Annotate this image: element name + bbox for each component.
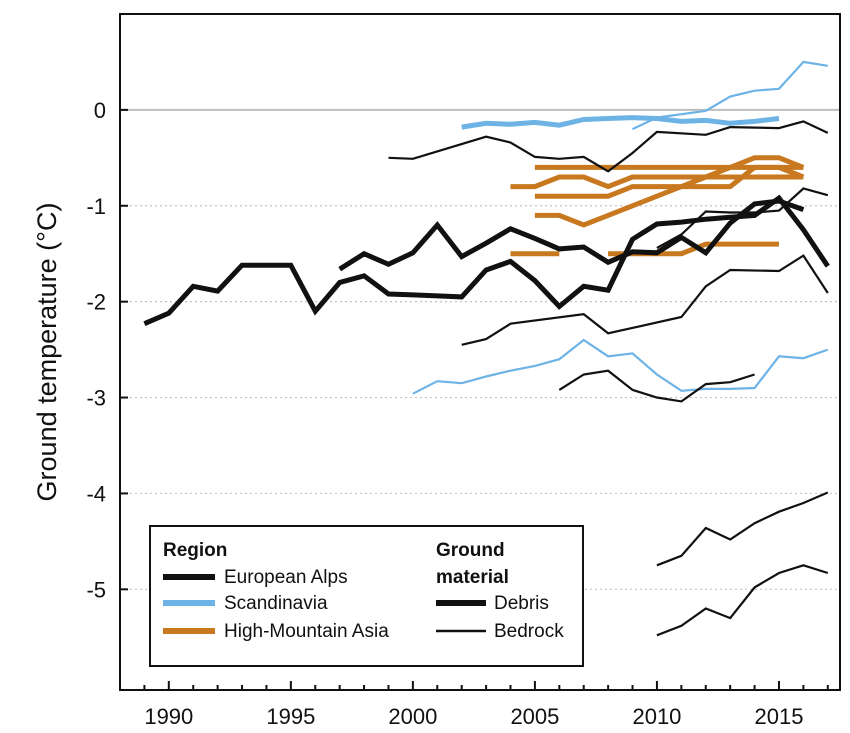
- series-line-scandinavia-bedrock: [412, 338, 829, 395]
- legend-region-title: Region: [163, 540, 227, 561]
- y-tick-label: -2: [86, 290, 106, 315]
- x-tick-labels: 1990 1995 2000 2005 2010 2015: [144, 704, 803, 729]
- series-line-european-alps-bedrock: [656, 564, 829, 637]
- series-line-scandinavia-debris: [461, 115, 780, 130]
- legend-material-title: material: [436, 567, 509, 588]
- y-tick-label: -1: [86, 194, 106, 219]
- data-series: [143, 60, 830, 637]
- axis-ticks: [119, 108, 829, 690]
- x-tick-label: 2005: [510, 704, 559, 729]
- x-tick-label: 1990: [144, 704, 193, 729]
- series-line-european-alps-bedrock: [656, 491, 829, 567]
- y-tick-label: -5: [86, 577, 106, 602]
- x-tick-label: 2000: [388, 704, 437, 729]
- legend-label-debris: Debris: [494, 593, 549, 614]
- legend-label-scandinavia: Scandinavia: [224, 593, 328, 614]
- series-line-high-mountain-asia-debris: [534, 155, 805, 228]
- y-tick-label: 0: [94, 98, 106, 123]
- series-line-scandinavia-bedrock: [632, 60, 828, 131]
- y-tick-label: -4: [86, 481, 106, 506]
- series-line-european-alps-debris: [143, 194, 830, 326]
- x-tick-label: 2010: [632, 704, 681, 729]
- series-line-european-alps-bedrock: [656, 187, 829, 249]
- y-tick-labels: 0 -1 -2 -3 -4 -5: [86, 98, 106, 602]
- legend-material-title: Ground: [436, 540, 505, 561]
- series-line-european-alps-debris: [338, 198, 805, 272]
- plot-frame: [119, 13, 841, 691]
- legend-box: [149, 525, 584, 667]
- y-axis-label: Ground temperature (°C): [32, 203, 62, 502]
- legend-label-bedrock: Bedrock: [494, 621, 564, 642]
- series-line-high-mountain-asia-debris: [534, 164, 805, 199]
- series-line-european-alps-bedrock: [388, 120, 829, 173]
- series-line-european-alps-bedrock: [461, 254, 829, 346]
- x-tick-label: 1995: [266, 704, 315, 729]
- legend-label-high-mountain-asia: High-Mountain Asia: [224, 621, 389, 642]
- legend: Region European Alps Scandinavia High-Mo…: [149, 525, 584, 667]
- series-line-european-alps-bedrock: [558, 369, 755, 403]
- y-tick-label: -3: [86, 386, 106, 411]
- series-line-high-mountain-asia-debris: [510, 174, 804, 190]
- x-tick-label: 2015: [755, 704, 804, 729]
- legend-label-european-alps: European Alps: [224, 567, 348, 588]
